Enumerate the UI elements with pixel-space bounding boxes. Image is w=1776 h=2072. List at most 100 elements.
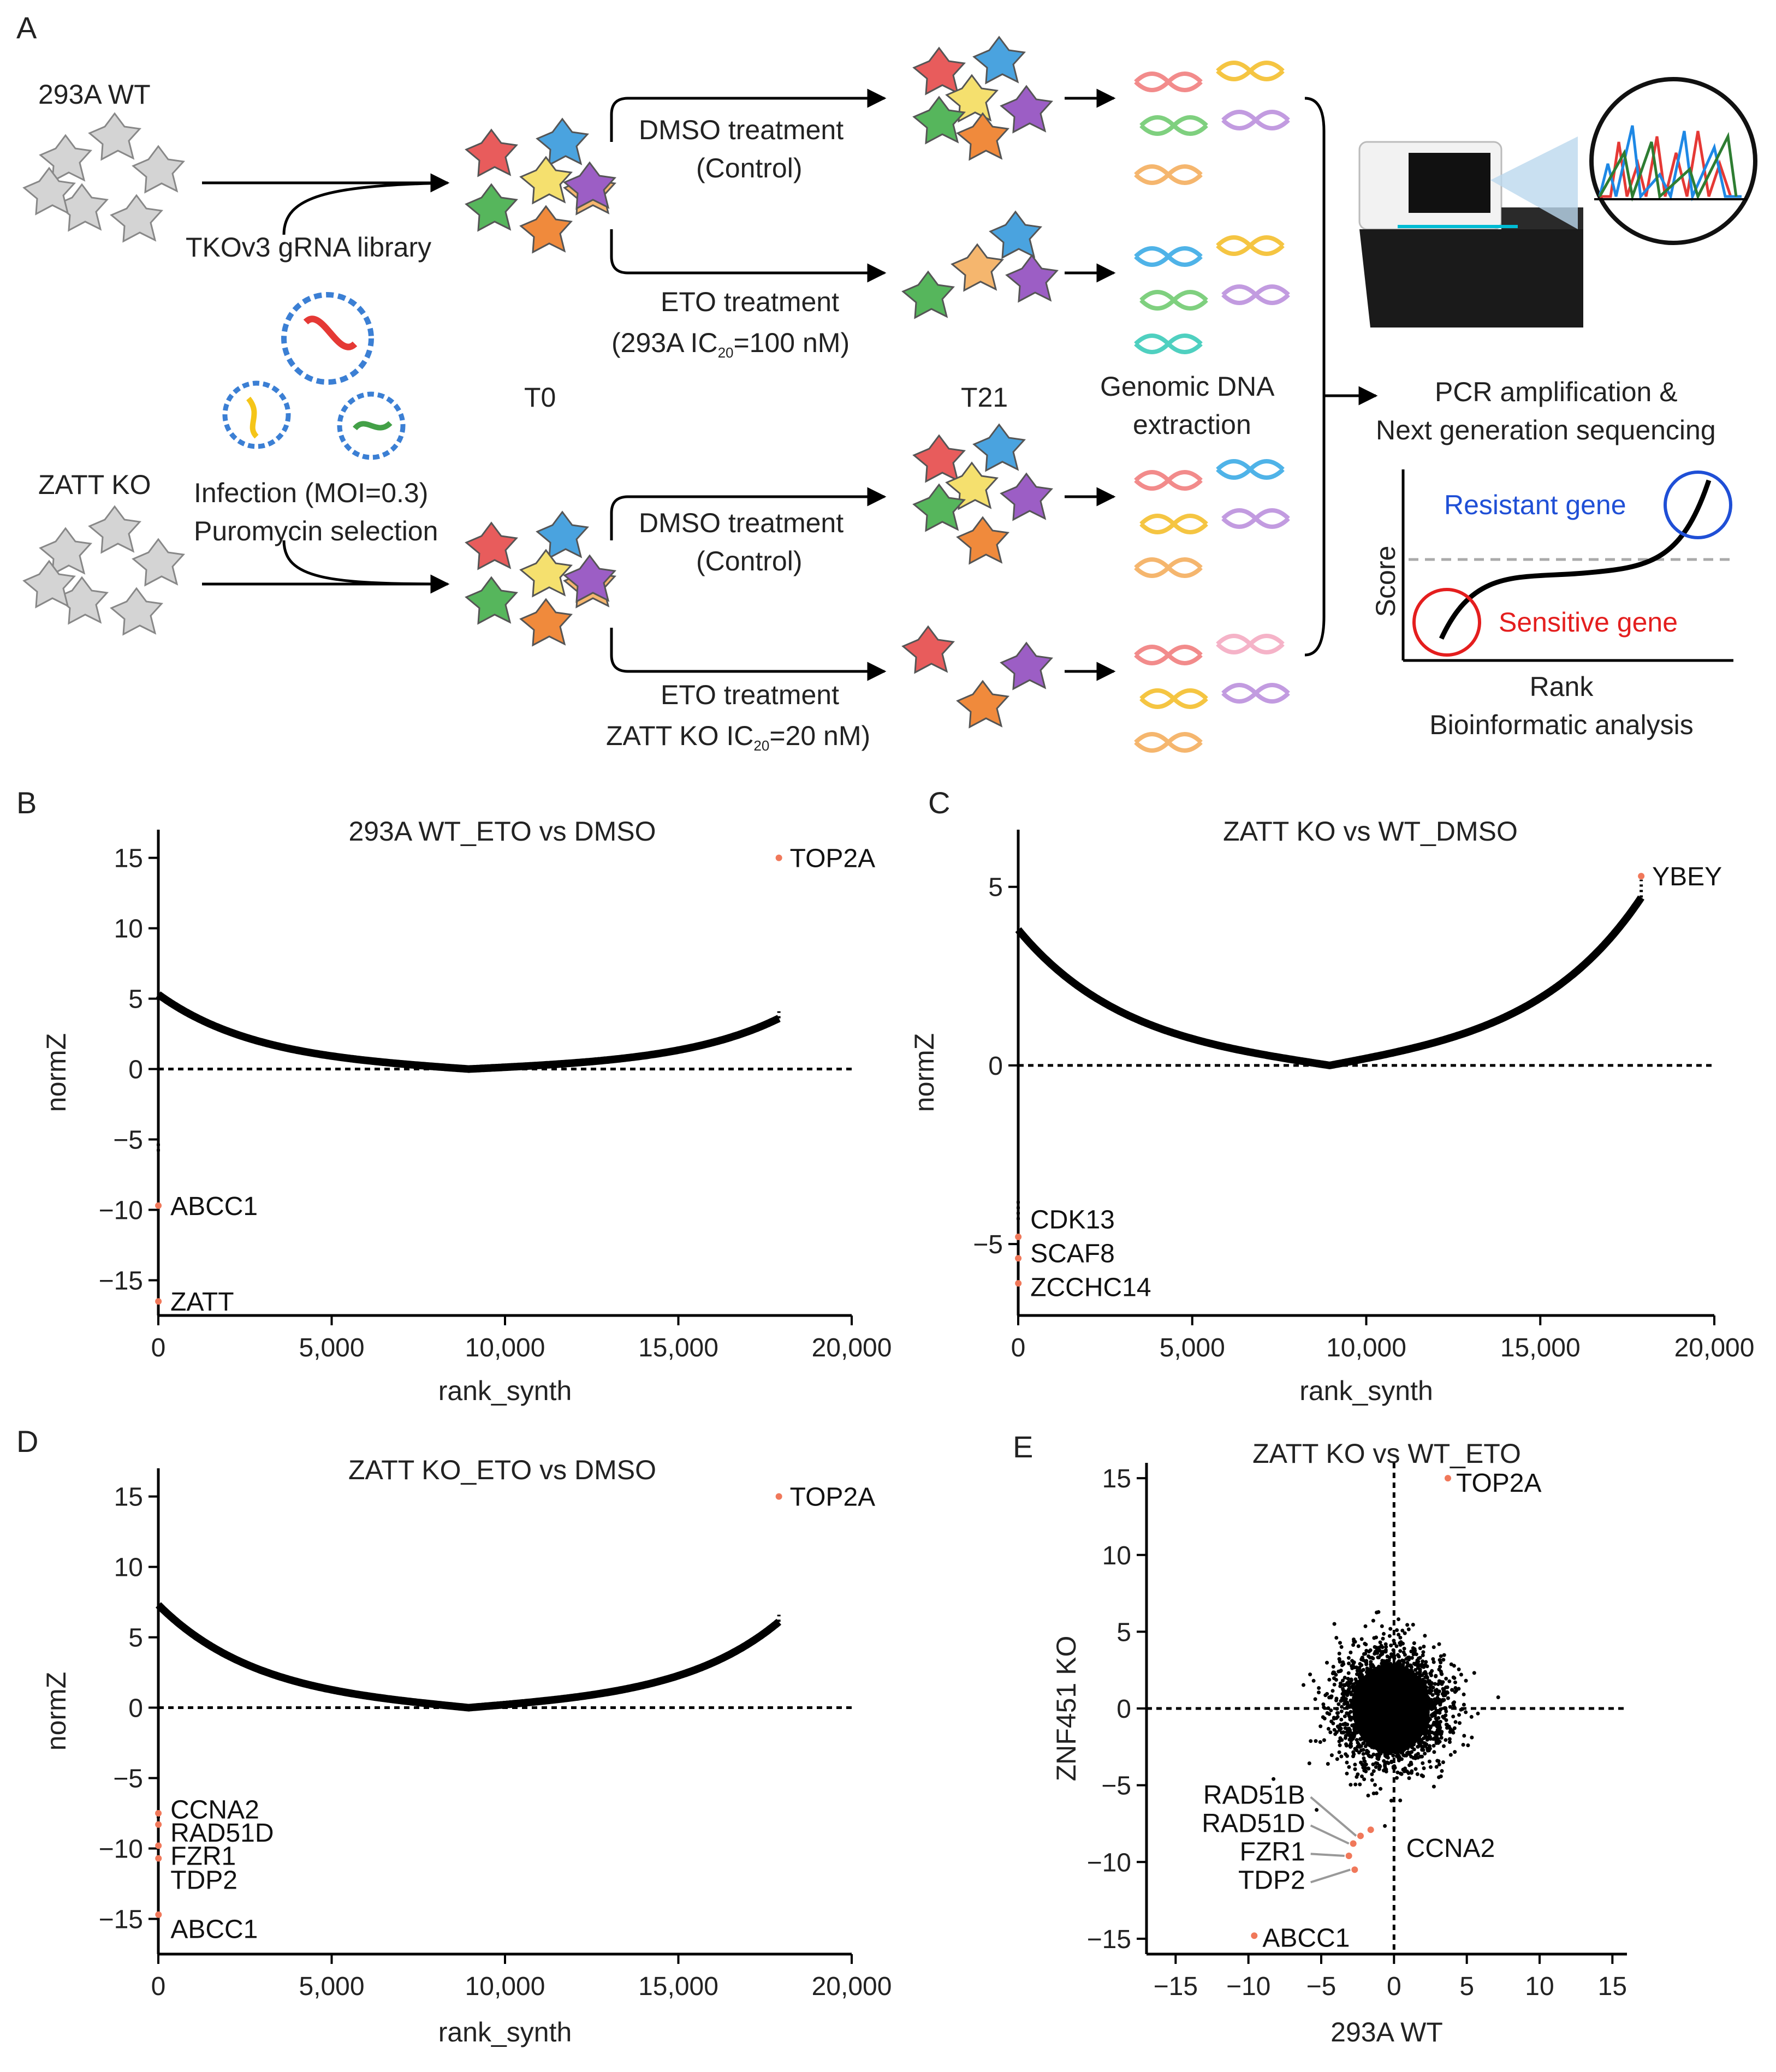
gene-point bbox=[1411, 1707, 1415, 1711]
gene-point bbox=[1416, 1693, 1420, 1697]
gene-point bbox=[1434, 1711, 1439, 1715]
gene-point bbox=[1369, 1668, 1373, 1672]
gene-point bbox=[1345, 1760, 1349, 1765]
gene-point bbox=[1322, 1716, 1327, 1720]
gene-point bbox=[1406, 1700, 1410, 1704]
gene-point bbox=[1466, 1743, 1470, 1747]
gene-point bbox=[1371, 1791, 1376, 1796]
gene-point bbox=[1327, 1677, 1332, 1682]
gene-point bbox=[1352, 1638, 1356, 1641]
gene-label-zcchc14: ZCCHC14 bbox=[1030, 1273, 1151, 1302]
gene-label-rad51d: RAD51D bbox=[1202, 1809, 1305, 1838]
gene-point bbox=[1405, 1661, 1410, 1665]
gene-point bbox=[1421, 1761, 1425, 1765]
highlight-point-abcc1 bbox=[155, 1911, 162, 1918]
gene-point bbox=[1436, 1692, 1440, 1696]
gene-point bbox=[1385, 1672, 1389, 1677]
gene-point bbox=[1400, 1696, 1404, 1700]
gene-point bbox=[1418, 1656, 1422, 1660]
gene-point bbox=[1459, 1672, 1463, 1677]
gene-point bbox=[1400, 1721, 1405, 1725]
gene-point bbox=[1378, 1640, 1382, 1645]
gene-point bbox=[1401, 1767, 1405, 1772]
gene-point bbox=[1416, 1752, 1420, 1756]
gene-point bbox=[1440, 1769, 1444, 1773]
gene-point bbox=[1349, 1678, 1353, 1683]
x-axis-label: rank_synth bbox=[438, 2017, 572, 2047]
gene-point bbox=[1317, 1690, 1321, 1695]
gene-point bbox=[1432, 1750, 1436, 1754]
gene-point bbox=[1344, 1690, 1348, 1694]
gene-point bbox=[1458, 1721, 1462, 1725]
x-tick-label: 10,000 bbox=[465, 1972, 545, 2001]
gene-point bbox=[1329, 1708, 1333, 1712]
gene-point bbox=[1344, 1742, 1348, 1746]
dmso-label-2: DMSO treatment bbox=[639, 508, 844, 538]
gene-point bbox=[1374, 1704, 1379, 1708]
gene-point bbox=[1364, 1769, 1368, 1773]
gene-point bbox=[1435, 1759, 1440, 1763]
gene-point bbox=[1437, 1642, 1441, 1646]
gene-point bbox=[1365, 1686, 1369, 1690]
gene-point bbox=[1448, 1740, 1452, 1744]
gene-point bbox=[1387, 1719, 1391, 1723]
gene-point bbox=[1453, 1686, 1458, 1690]
gene-point bbox=[1363, 1744, 1368, 1748]
gene-point bbox=[1381, 1678, 1385, 1683]
highlight-point-fzr1 bbox=[155, 1842, 162, 1849]
gene-point bbox=[1360, 1715, 1364, 1719]
gene-point bbox=[1394, 1694, 1398, 1698]
wt-cells bbox=[23, 112, 185, 242]
gene-point bbox=[1362, 1699, 1366, 1703]
gene-point bbox=[1395, 1776, 1399, 1780]
gene-point bbox=[1402, 1732, 1406, 1736]
gene-point bbox=[1345, 1706, 1349, 1710]
gene-point bbox=[1453, 1720, 1458, 1724]
leader-line bbox=[1310, 1868, 1351, 1884]
wt-label: 293A WT bbox=[38, 79, 151, 110]
gene-point bbox=[1371, 1656, 1375, 1660]
gene-point bbox=[1332, 1728, 1337, 1732]
gene-point bbox=[1368, 1656, 1372, 1660]
gene-point bbox=[1351, 1698, 1355, 1702]
y-tick-label: −10 bbox=[99, 1196, 143, 1225]
gene-point bbox=[1374, 1668, 1378, 1672]
gene-point bbox=[1374, 1676, 1379, 1680]
gene-label-top2a: TOP2A bbox=[1456, 1469, 1542, 1498]
gene-point bbox=[1469, 1714, 1474, 1719]
gene-point bbox=[1335, 1714, 1340, 1719]
gene-label-fzr1: FZR1 bbox=[1240, 1837, 1305, 1866]
y-axis-label: ZNF451 KO bbox=[1051, 1636, 1082, 1782]
gene-point bbox=[1401, 1702, 1405, 1707]
gene-point bbox=[1423, 1634, 1427, 1638]
gene-point bbox=[1397, 1742, 1401, 1747]
gene-point bbox=[1392, 1722, 1397, 1726]
gene-point bbox=[1322, 1738, 1326, 1742]
gene-point bbox=[1370, 1702, 1374, 1707]
gene-point bbox=[1422, 1725, 1426, 1730]
gene-point bbox=[1388, 1746, 1393, 1751]
gene-point bbox=[1381, 1636, 1385, 1641]
gene-point bbox=[1394, 1644, 1399, 1648]
gene-point bbox=[1364, 1662, 1369, 1666]
y-tick-label: 10 bbox=[114, 1553, 143, 1582]
gene-point bbox=[1410, 1670, 1415, 1675]
y-tick-label: −5 bbox=[113, 1126, 143, 1155]
gene-point bbox=[1444, 1738, 1448, 1742]
gene-point bbox=[1428, 1744, 1432, 1748]
gene-point bbox=[1382, 1732, 1387, 1737]
gene-point bbox=[1332, 1676, 1336, 1681]
gene-point bbox=[1372, 1636, 1376, 1640]
gene-point bbox=[1353, 1767, 1357, 1771]
gene-point bbox=[1335, 1757, 1339, 1761]
gene-point bbox=[1377, 1646, 1381, 1650]
y-tick-label: 5 bbox=[1116, 1618, 1131, 1647]
panel-label-d: D bbox=[16, 1424, 38, 1458]
gene-point bbox=[1355, 1665, 1359, 1670]
highlight-point-ybey bbox=[1638, 873, 1645, 880]
gene-point bbox=[1450, 1688, 1454, 1692]
gene-point bbox=[1386, 1742, 1391, 1746]
gene-point bbox=[1422, 1766, 1426, 1770]
gene-point bbox=[1384, 1744, 1388, 1748]
gene-point bbox=[1428, 1725, 1433, 1730]
